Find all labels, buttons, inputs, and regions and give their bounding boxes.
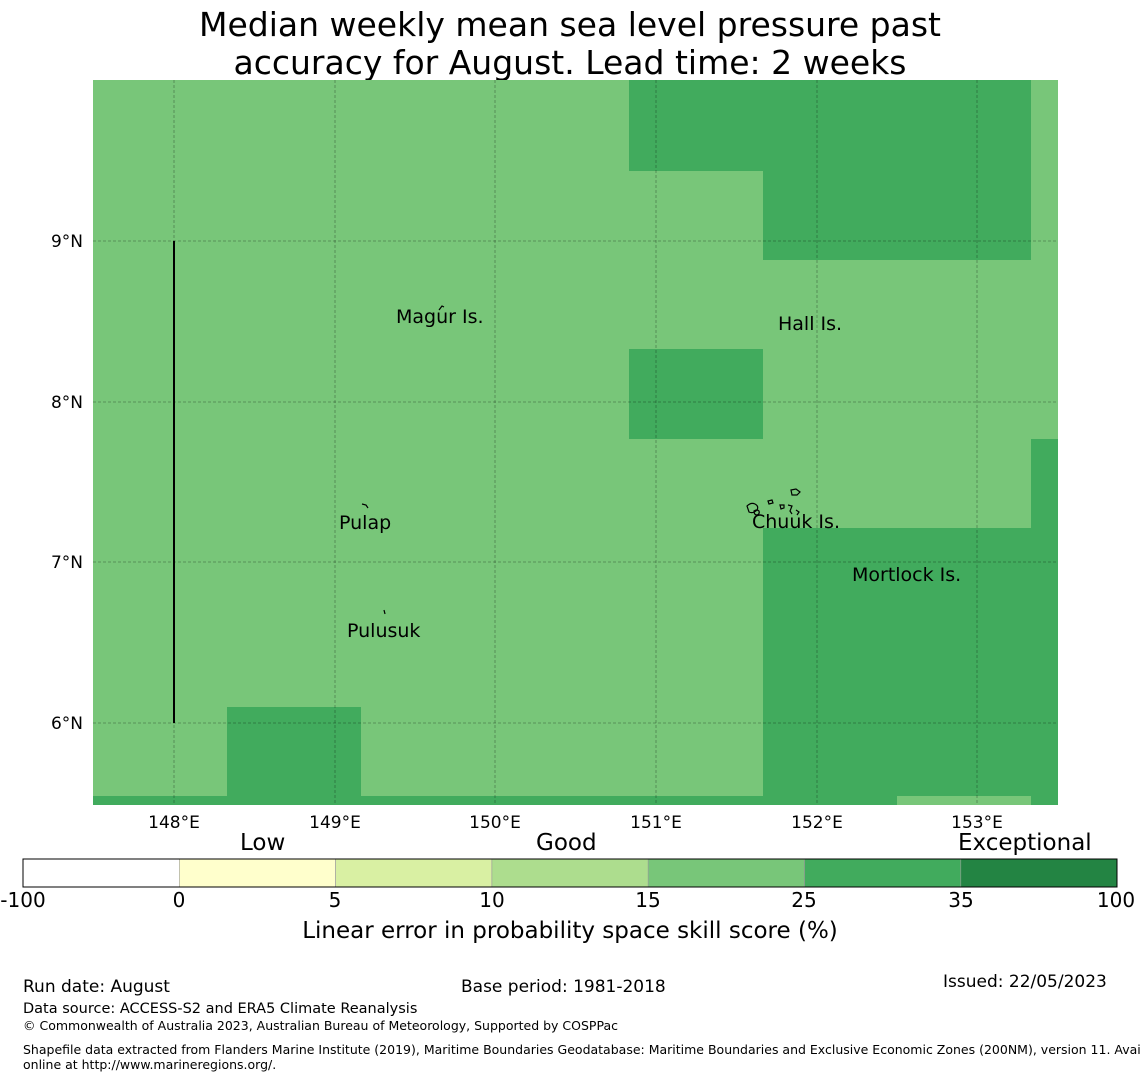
colorbar — [22, 858, 1118, 888]
island-chuuk-c — [767, 499, 774, 505]
place-label-hall: Hall Is. — [778, 313, 842, 335]
shapefile-credit-line-1: Shapefile data extracted from Flanders M… — [23, 1042, 1140, 1057]
skill-cell-ne-mid — [763, 171, 1031, 260]
data-source: Data source: ACCESS-S2 and ERA5 Climate … — [23, 1001, 418, 1017]
lat-tick-9n: 9°N — [51, 232, 83, 252]
island-outlines — [361, 305, 801, 615]
colorbar-segment-5 — [647, 858, 805, 888]
colorbar-tick-6: 35 — [948, 888, 974, 912]
colorbar-segment-6 — [804, 858, 962, 888]
colorbar-label-good: Good — [536, 830, 597, 856]
island-chuuk-e — [790, 488, 801, 496]
colorbar-label-exceptional: Exceptional — [958, 830, 1092, 856]
skill-cell-sw-block — [227, 707, 361, 805]
skill-map: Magur Is. Hall Is. Pulap Chuuk Is. Mortl… — [51, 80, 1058, 833]
island-pulusuk — [383, 609, 386, 615]
colorbar-tick-3: 10 — [479, 888, 505, 912]
lon-tick-153e: 153°E — [951, 813, 1003, 833]
place-label-chuuk: Chuuk Is. — [752, 511, 840, 533]
colorbar-tick-2: 5 — [328, 888, 342, 912]
title-line-1: Median weekly mean sea level pressure pa… — [199, 5, 941, 44]
colorbar-segment-1 — [22, 858, 180, 888]
colorbar-tick-1: 0 — [172, 888, 186, 912]
colorbar-tick-7: 100 — [1096, 888, 1136, 912]
skill-cell-center — [629, 349, 763, 439]
title-line-2: accuracy for August. Lead time: 2 weeks — [233, 43, 907, 82]
lat-tick-labels: 9°N 8°N 7°N 6°N — [51, 232, 83, 734]
island-chuuk-f — [787, 504, 793, 515]
lon-tick-labels: 148°E 149°E 150°E 151°E 152°E 153°E — [148, 813, 1003, 833]
island-chuuk-d — [779, 504, 785, 510]
skill-cell-south-strip — [93, 796, 763, 805]
island-magur — [438, 305, 445, 311]
skill-cell-se-block — [763, 528, 1058, 805]
lon-tick-148e: 148°E — [148, 813, 200, 833]
place-label-pulap: Pulap — [339, 512, 391, 534]
lat-tick-8n: 8°N — [51, 393, 83, 413]
issued-date: Issued: 22/05/2023 — [943, 972, 1107, 992]
lon-tick-151e: 151°E — [630, 813, 682, 833]
colorbar-outline — [22, 858, 1118, 888]
colorbar-segment-4 — [491, 858, 649, 888]
colorbar-segment-2 — [179, 858, 336, 888]
copyright: © Commonwealth of Australia 2023, Austra… — [23, 1018, 618, 1033]
island-chuuk-b — [753, 509, 760, 516]
colorbar-tick-4: 15 — [635, 888, 661, 912]
island-chuuk-g — [795, 509, 800, 516]
lon-tick-152e: 152°E — [791, 813, 843, 833]
place-label-magur: Magur Is. — [396, 306, 484, 328]
chart-title: Median weekly mean sea level pressure pa… — [0, 6, 1140, 82]
skill-cell-east-edge — [1031, 439, 1058, 528]
place-label-pulusuk: Pulusuk — [347, 620, 420, 642]
skill-cell-ne-top — [629, 80, 1031, 171]
colorbar-title: Linear error in probability space skill … — [302, 918, 838, 944]
lat-tick-6n: 6°N — [51, 714, 83, 734]
colorbar-label-low: Low — [240, 830, 286, 856]
island-pulap — [361, 503, 369, 509]
colorbar-tick-0: -100 — [0, 888, 46, 912]
skill-cell-south-light — [897, 796, 1031, 805]
colorbar-tick-5: 25 — [791, 888, 817, 912]
place-labels: Magur Is. Hall Is. Pulap Chuuk Is. Mortl… — [339, 306, 961, 642]
place-label-mortlock: Mortlock Is. — [852, 564, 961, 586]
colorbar-segment-3 — [335, 858, 493, 888]
run-date: Run date: August — [23, 977, 170, 997]
lon-tick-149e: 149°E — [309, 813, 361, 833]
base-period: Base period: 1981-2018 — [461, 977, 666, 997]
shapefile-credit-line-2: online at http://www.marineregions.org/. — [23, 1057, 277, 1072]
colorbar-segment-7 — [960, 858, 1118, 888]
lon-tick-150e: 150°E — [469, 813, 521, 833]
island-chuuk-a — [746, 502, 759, 514]
lat-tick-7n: 7°N — [51, 553, 83, 573]
